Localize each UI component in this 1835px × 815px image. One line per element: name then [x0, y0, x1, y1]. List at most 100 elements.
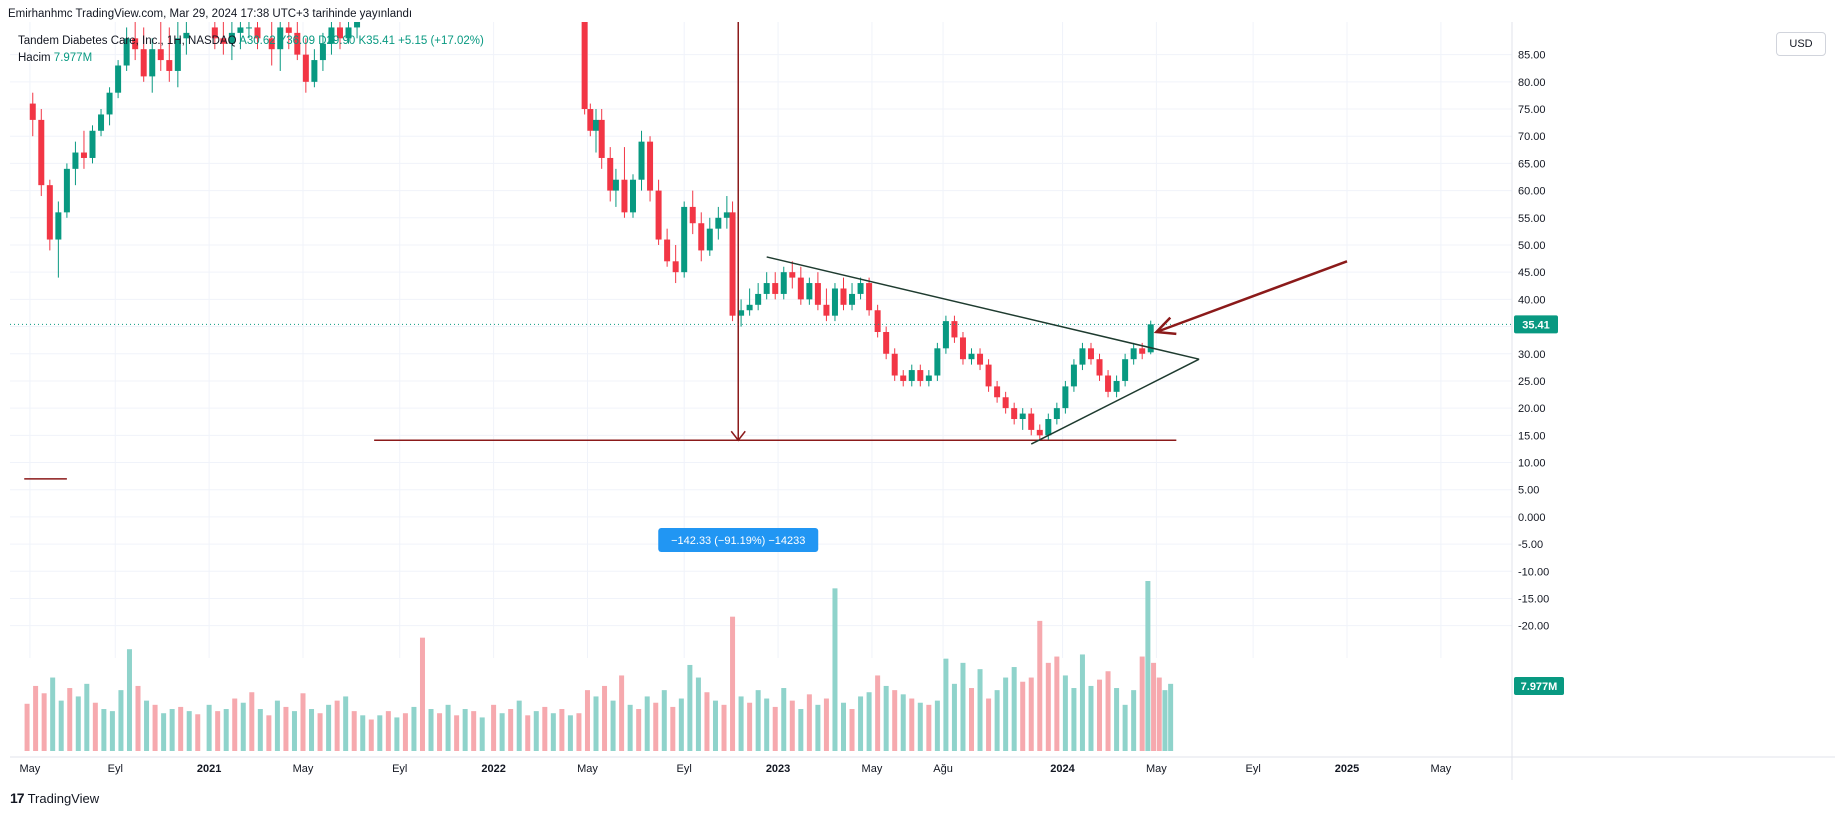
volume-bar	[1079, 654, 1085, 751]
candle-body	[72, 152, 79, 169]
volume-bar	[326, 704, 332, 751]
volume-bar	[977, 669, 983, 751]
candle-body	[1045, 419, 1052, 436]
candle-body	[729, 212, 736, 316]
volume-bar	[300, 693, 306, 751]
time-tick-label: 2023	[766, 763, 790, 775]
volume-bar	[274, 700, 280, 751]
volume-bar	[986, 698, 992, 751]
volume-bar	[704, 692, 710, 751]
candle-body	[866, 283, 873, 311]
volume-bar	[1011, 667, 1017, 751]
candle-body	[268, 38, 275, 50]
volume-bar	[781, 688, 787, 751]
price-tick-label: 60.00	[1518, 186, 1546, 198]
volume-bar	[712, 700, 718, 751]
candle-body	[1130, 348, 1137, 360]
volume-bar	[411, 706, 417, 751]
volume-bar	[445, 704, 451, 751]
candle-body	[593, 119, 600, 131]
candle-body	[1028, 413, 1035, 430]
volume-bar	[419, 637, 425, 751]
volume-bar	[215, 711, 221, 751]
candle-body	[311, 60, 318, 82]
price-tick-label: 80.00	[1518, 77, 1546, 89]
price-tick-label: 45.00	[1518, 267, 1546, 279]
volume-bar	[584, 690, 590, 751]
volume-bar	[550, 713, 556, 751]
candle-body	[823, 304, 830, 316]
candle-body	[598, 119, 605, 158]
volume-label: Hacim	[18, 52, 51, 64]
candle-body	[883, 332, 890, 354]
price-tick-label: 85.00	[1518, 50, 1546, 62]
candle-body	[1105, 375, 1112, 392]
currency-selector[interactable]: USD	[1776, 32, 1826, 56]
volume-bar	[1062, 675, 1068, 751]
candle-body	[994, 386, 1001, 398]
last-volume-text: 7.977M	[1521, 681, 1558, 693]
candle-body	[1002, 397, 1009, 409]
volume-bar	[559, 709, 565, 751]
candle-body	[738, 310, 745, 316]
volume-bar	[576, 713, 582, 751]
candle-body	[1062, 386, 1069, 409]
volume-bar	[1088, 685, 1094, 751]
volume-bar	[135, 685, 141, 751]
volume-bar	[240, 702, 246, 751]
candle-body	[900, 375, 907, 381]
candle-body	[237, 27, 244, 33]
volume-bar	[840, 702, 846, 751]
volume-bar	[943, 658, 949, 751]
last-price-badge	[1514, 315, 1558, 334]
tradingview-brand[interactable]: 17 TradingView	[10, 790, 99, 806]
price-tick-label: 40.00	[1518, 294, 1546, 306]
candle-body	[797, 277, 804, 300]
candle-body	[115, 65, 122, 93]
time-tick-label: Eyl	[392, 763, 407, 775]
volume-bar	[206, 704, 212, 751]
volume-bar	[1156, 677, 1162, 751]
volume-bar	[533, 711, 539, 751]
candle-body	[285, 27, 292, 33]
candle-body	[723, 212, 730, 218]
volume-bar	[721, 704, 727, 751]
time-tick-label: May	[862, 763, 883, 775]
measure-label-box	[658, 528, 819, 552]
volume-bar	[866, 692, 872, 751]
volume-bar	[687, 664, 693, 751]
price-tick-label: 55.00	[1518, 213, 1546, 225]
volume-bar	[909, 698, 915, 751]
candle-body	[1113, 380, 1120, 392]
volume-bar	[309, 709, 315, 751]
volume-bar	[636, 709, 642, 751]
candle-body	[849, 293, 856, 305]
volume-bar	[960, 662, 966, 751]
volume-bar	[542, 706, 548, 751]
candle-body	[689, 206, 696, 224]
candle-body	[968, 353, 975, 360]
volume-bar	[67, 688, 73, 751]
volume-bar	[195, 714, 201, 751]
volume-legend[interactable]: Hacim 7.977M	[18, 52, 92, 64]
candle-body	[1139, 348, 1146, 354]
volume-bar	[1114, 688, 1120, 751]
volume-bar	[351, 711, 357, 751]
volume-value: 7.977M	[53, 52, 93, 64]
candle-body	[638, 141, 645, 180]
volume-bar	[567, 715, 573, 751]
volume-bar	[462, 709, 468, 751]
volume-bar	[161, 713, 167, 751]
candle-body	[174, 38, 181, 71]
volume-bar	[249, 692, 255, 751]
candle-body	[319, 43, 326, 61]
volume-bar	[593, 696, 599, 751]
volume-bar	[661, 690, 667, 751]
volume-bar	[892, 690, 898, 751]
chart-drawings: −142.33 (−91.19%) −14233	[10, 22, 1512, 552]
symbol-legend[interactable]: Tandem Diabetes Care, Inc., 1H, NASDAQ A…	[18, 35, 484, 47]
candle-body	[612, 179, 619, 191]
volume-bar	[832, 588, 838, 751]
candle-body	[1096, 359, 1103, 376]
